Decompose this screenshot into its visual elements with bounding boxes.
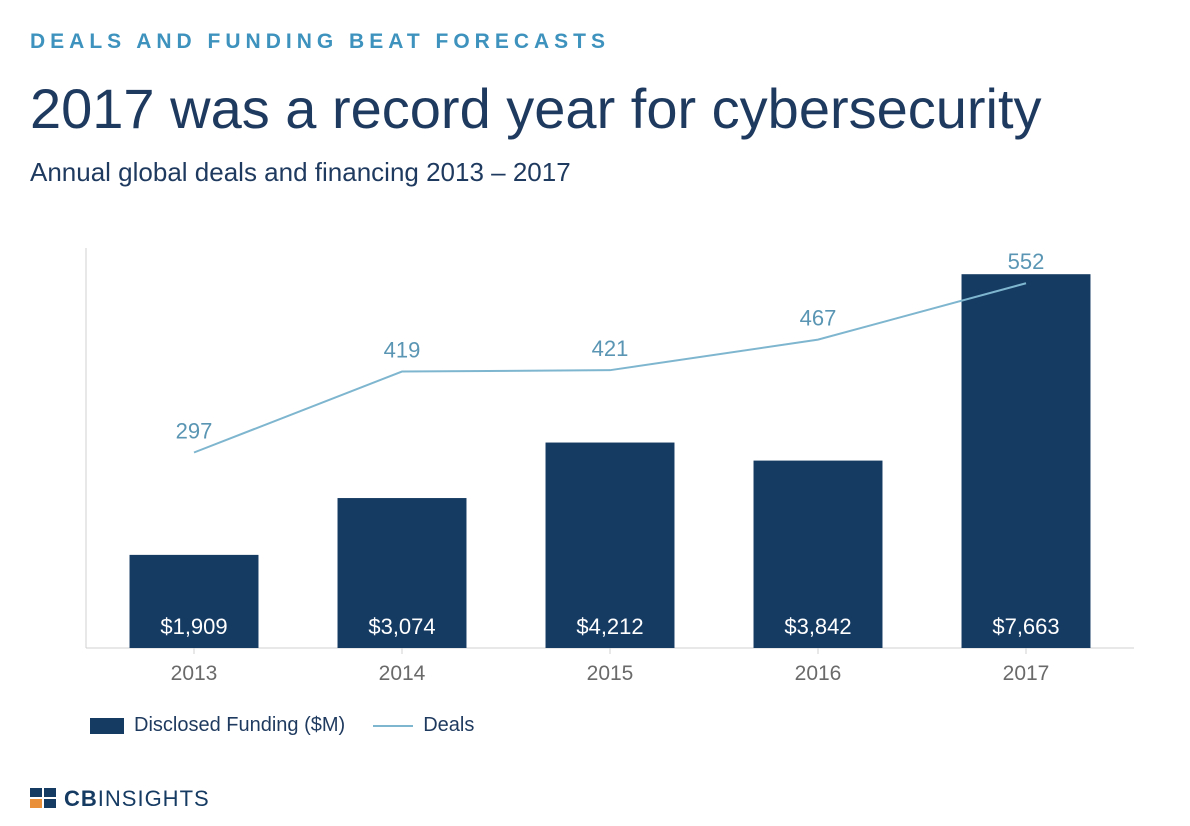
- deals-line: [194, 283, 1026, 452]
- x-axis-label: 2016: [795, 662, 842, 685]
- x-axis-label: 2014: [379, 662, 426, 685]
- bar-value-label: $1,909: [160, 614, 227, 639]
- bar-value-label: $3,842: [784, 614, 851, 639]
- x-axis-label: 2017: [1003, 662, 1050, 685]
- bar-value-label: $3,074: [368, 614, 435, 639]
- legend-item-bar: Disclosed Funding ($M): [90, 714, 345, 737]
- line-value-label: 552: [1008, 249, 1045, 274]
- chart: $1,909 2013 $3,074 2014 $4,212 2015 $3,842 2016…: [30, 198, 1150, 708]
- legend: Disclosed Funding ($M) Deals: [90, 714, 1160, 737]
- bar-value-label: $7,663: [992, 614, 1059, 639]
- legend-line-label: Deals: [423, 714, 474, 737]
- chart-svg: $1,909 2013 $3,074 2014 $4,212 2015 $3,842 2016…: [30, 198, 1150, 708]
- line-value-label: 297: [176, 419, 213, 444]
- line-value-label: 467: [800, 306, 837, 331]
- bar-value-label: $4,212: [576, 614, 643, 639]
- line-value-label: 421: [592, 336, 629, 361]
- page-subtitle: Annual global deals and financing 2013 –…: [30, 157, 1160, 188]
- x-axis-label: 2015: [587, 662, 634, 685]
- x-axis-label: 2013: [171, 662, 218, 685]
- line-swatch-icon: [373, 725, 413, 727]
- logo-insights: INSIGHTS: [98, 786, 210, 811]
- brand-logo: CBINSIGHTS: [30, 786, 210, 812]
- logo-cb: CB: [64, 786, 98, 811]
- page-title: 2017 was a record year for cybersecurity: [30, 76, 1160, 141]
- eyebrow: DEALS AND FUNDING BEAT FORECASTS: [30, 30, 1160, 54]
- legend-item-line: Deals: [373, 714, 474, 737]
- legend-bar-label: Disclosed Funding ($M): [134, 714, 345, 737]
- logo-text: CBINSIGHTS: [64, 786, 210, 812]
- line-value-label: 419: [384, 338, 421, 363]
- bar-swatch-icon: [90, 718, 124, 734]
- bar: [962, 274, 1091, 648]
- logo-mark-icon: [30, 788, 58, 810]
